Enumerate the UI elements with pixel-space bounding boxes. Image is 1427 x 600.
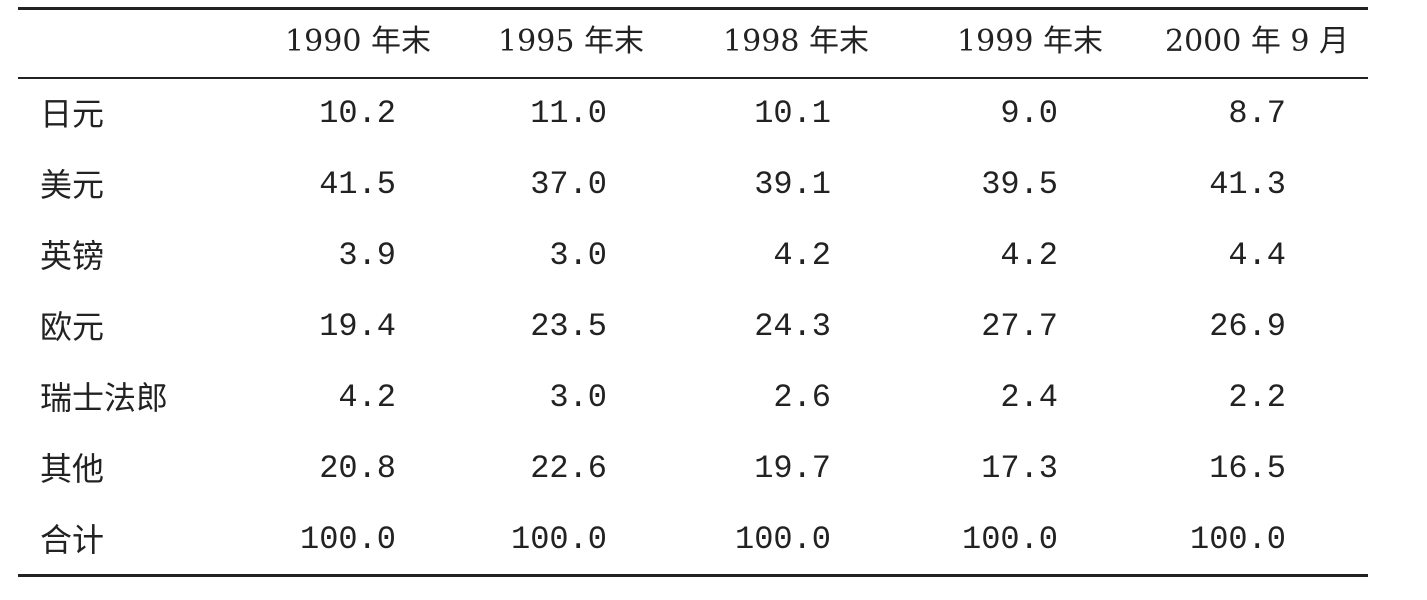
row-label: 合计 xyxy=(40,521,105,559)
value-cell: 100.0 xyxy=(734,521,831,558)
value-cell: 20.8 xyxy=(319,450,396,487)
value-cell: 4.2 xyxy=(338,379,396,416)
column-header: 1995 年末 xyxy=(498,24,644,59)
value-cell: 23.5 xyxy=(530,308,607,345)
row-label: 美元 xyxy=(40,166,105,204)
value-cell: 100.0 xyxy=(510,521,607,558)
value-cell: 19.4 xyxy=(319,308,396,345)
value-cell: 41.5 xyxy=(319,166,396,203)
value-cell: 19.7 xyxy=(754,450,831,487)
column-header: 1999 年末 xyxy=(957,24,1103,59)
value-cell: 22.6 xyxy=(530,450,607,487)
value-cell: 11.0 xyxy=(530,95,607,132)
value-cell: 2.4 xyxy=(1000,379,1058,416)
value-cell: 100.0 xyxy=(299,521,396,558)
value-cell: 4.2 xyxy=(1000,237,1058,274)
row-label: 日元 xyxy=(40,95,105,133)
value-cell: 9.0 xyxy=(1000,95,1058,132)
value-cell: 10.2 xyxy=(319,95,396,132)
value-cell: 39.5 xyxy=(981,166,1058,203)
bottom-rule xyxy=(18,574,1368,577)
row-label: 欧元 xyxy=(40,308,105,346)
value-cell: 41.3 xyxy=(1209,166,1286,203)
value-cell: 27.7 xyxy=(981,308,1058,345)
value-cell: 24.3 xyxy=(754,308,831,345)
value-cell: 39.1 xyxy=(754,166,831,203)
value-cell: 17.3 xyxy=(981,450,1058,487)
header-rule xyxy=(18,77,1368,79)
row-label: 其他 xyxy=(40,450,105,488)
value-cell: 16.5 xyxy=(1209,450,1286,487)
value-cell: 2.2 xyxy=(1228,379,1286,416)
top-rule xyxy=(18,7,1368,10)
value-cell: 8.7 xyxy=(1228,95,1286,132)
value-cell: 4.4 xyxy=(1228,237,1286,274)
value-cell: 10.1 xyxy=(754,95,831,132)
value-cell: 100.0 xyxy=(961,521,1058,558)
row-label: 瑞士法郎 xyxy=(40,379,169,417)
value-cell: 26.9 xyxy=(1209,308,1286,345)
row-label: 英镑 xyxy=(40,237,105,275)
value-cell: 2.6 xyxy=(773,379,831,416)
column-header: 1990 年末 xyxy=(285,24,431,59)
value-cell: 4.2 xyxy=(773,237,831,274)
value-cell: 100.0 xyxy=(1189,521,1286,558)
value-cell: 37.0 xyxy=(530,166,607,203)
value-cell: 3.9 xyxy=(338,237,396,274)
column-header: 2000 年 9 月 xyxy=(1164,24,1350,59)
column-header: 1998 年末 xyxy=(723,24,869,59)
value-cell: 3.0 xyxy=(549,379,607,416)
value-cell: 3.0 xyxy=(549,237,607,274)
